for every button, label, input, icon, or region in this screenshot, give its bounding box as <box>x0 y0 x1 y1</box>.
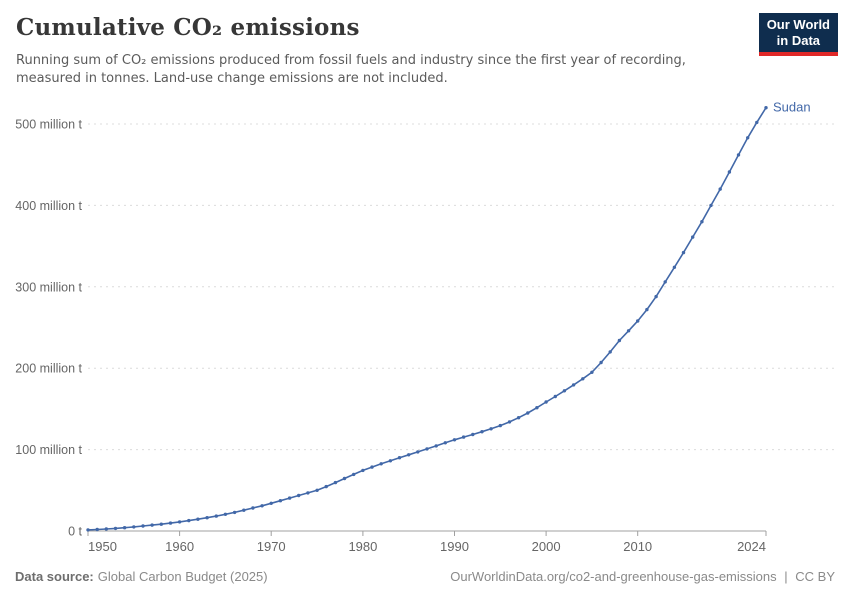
svg-text:2010: 2010 <box>623 539 652 554</box>
svg-text:Sudan: Sudan <box>773 100 811 115</box>
svg-text:2024: 2024 <box>737 539 766 554</box>
owid-logo[interactable]: Our World in Data <box>758 13 838 56</box>
chart-subtitle-line1: Running sum of CO₂ emissions produced fr… <box>16 53 686 68</box>
x-axis: 1950 1960 1970 1980 1990 2000 2010 2024 <box>87 530 767 554</box>
data-source: Data source: Global Carbon Budget (2025) <box>15 569 268 584</box>
svg-text:500 million t: 500 million t <box>15 118 82 132</box>
data-source-label: Data source: <box>15 569 94 584</box>
svg-text:1960: 1960 <box>165 539 194 554</box>
credit-separator: | <box>784 569 788 584</box>
svg-text:1980: 1980 <box>348 539 377 554</box>
series-end-label[interactable]: Sudan <box>773 100 811 115</box>
owid-url-link[interactable]: OurWorldinData.org/co2-and-greenhouse-ga… <box>450 569 777 584</box>
owid-logo-line1: Our World <box>766 17 830 32</box>
gridlines-and-y-axis-labels: 0 t 100 million t 200 million t 300 million… <box>15 118 836 539</box>
series-line-sudan[interactable] <box>86 106 768 532</box>
owid-logo-line2: in Data <box>776 33 821 48</box>
svg-text:100 million t: 100 million t <box>15 443 82 457</box>
chart-subtitle-line2: measured in tonnes. Land-use change emis… <box>16 71 448 86</box>
svg-text:1970: 1970 <box>257 539 286 554</box>
svg-text:300 million t: 300 million t <box>15 280 82 294</box>
svg-text:1990: 1990 <box>440 539 469 554</box>
svg-text:200 million t: 200 million t <box>15 362 82 376</box>
credits: OurWorldinData.org/co2-and-greenhouse-ga… <box>446 569 835 584</box>
svg-text:0 t: 0 t <box>68 525 82 539</box>
svg-text:2000: 2000 <box>532 539 561 554</box>
page-title: Cumulative CO₂ emissions <box>16 14 360 41</box>
data-source-value: Global Carbon Budget (2025) <box>97 569 268 584</box>
svg-text:1950: 1950 <box>88 539 117 554</box>
svg-text:400 million t: 400 million t <box>15 199 82 213</box>
license-label: CC BY <box>795 569 835 584</box>
chart-footer: Data source: Global Carbon Budget (2025) … <box>15 569 835 584</box>
